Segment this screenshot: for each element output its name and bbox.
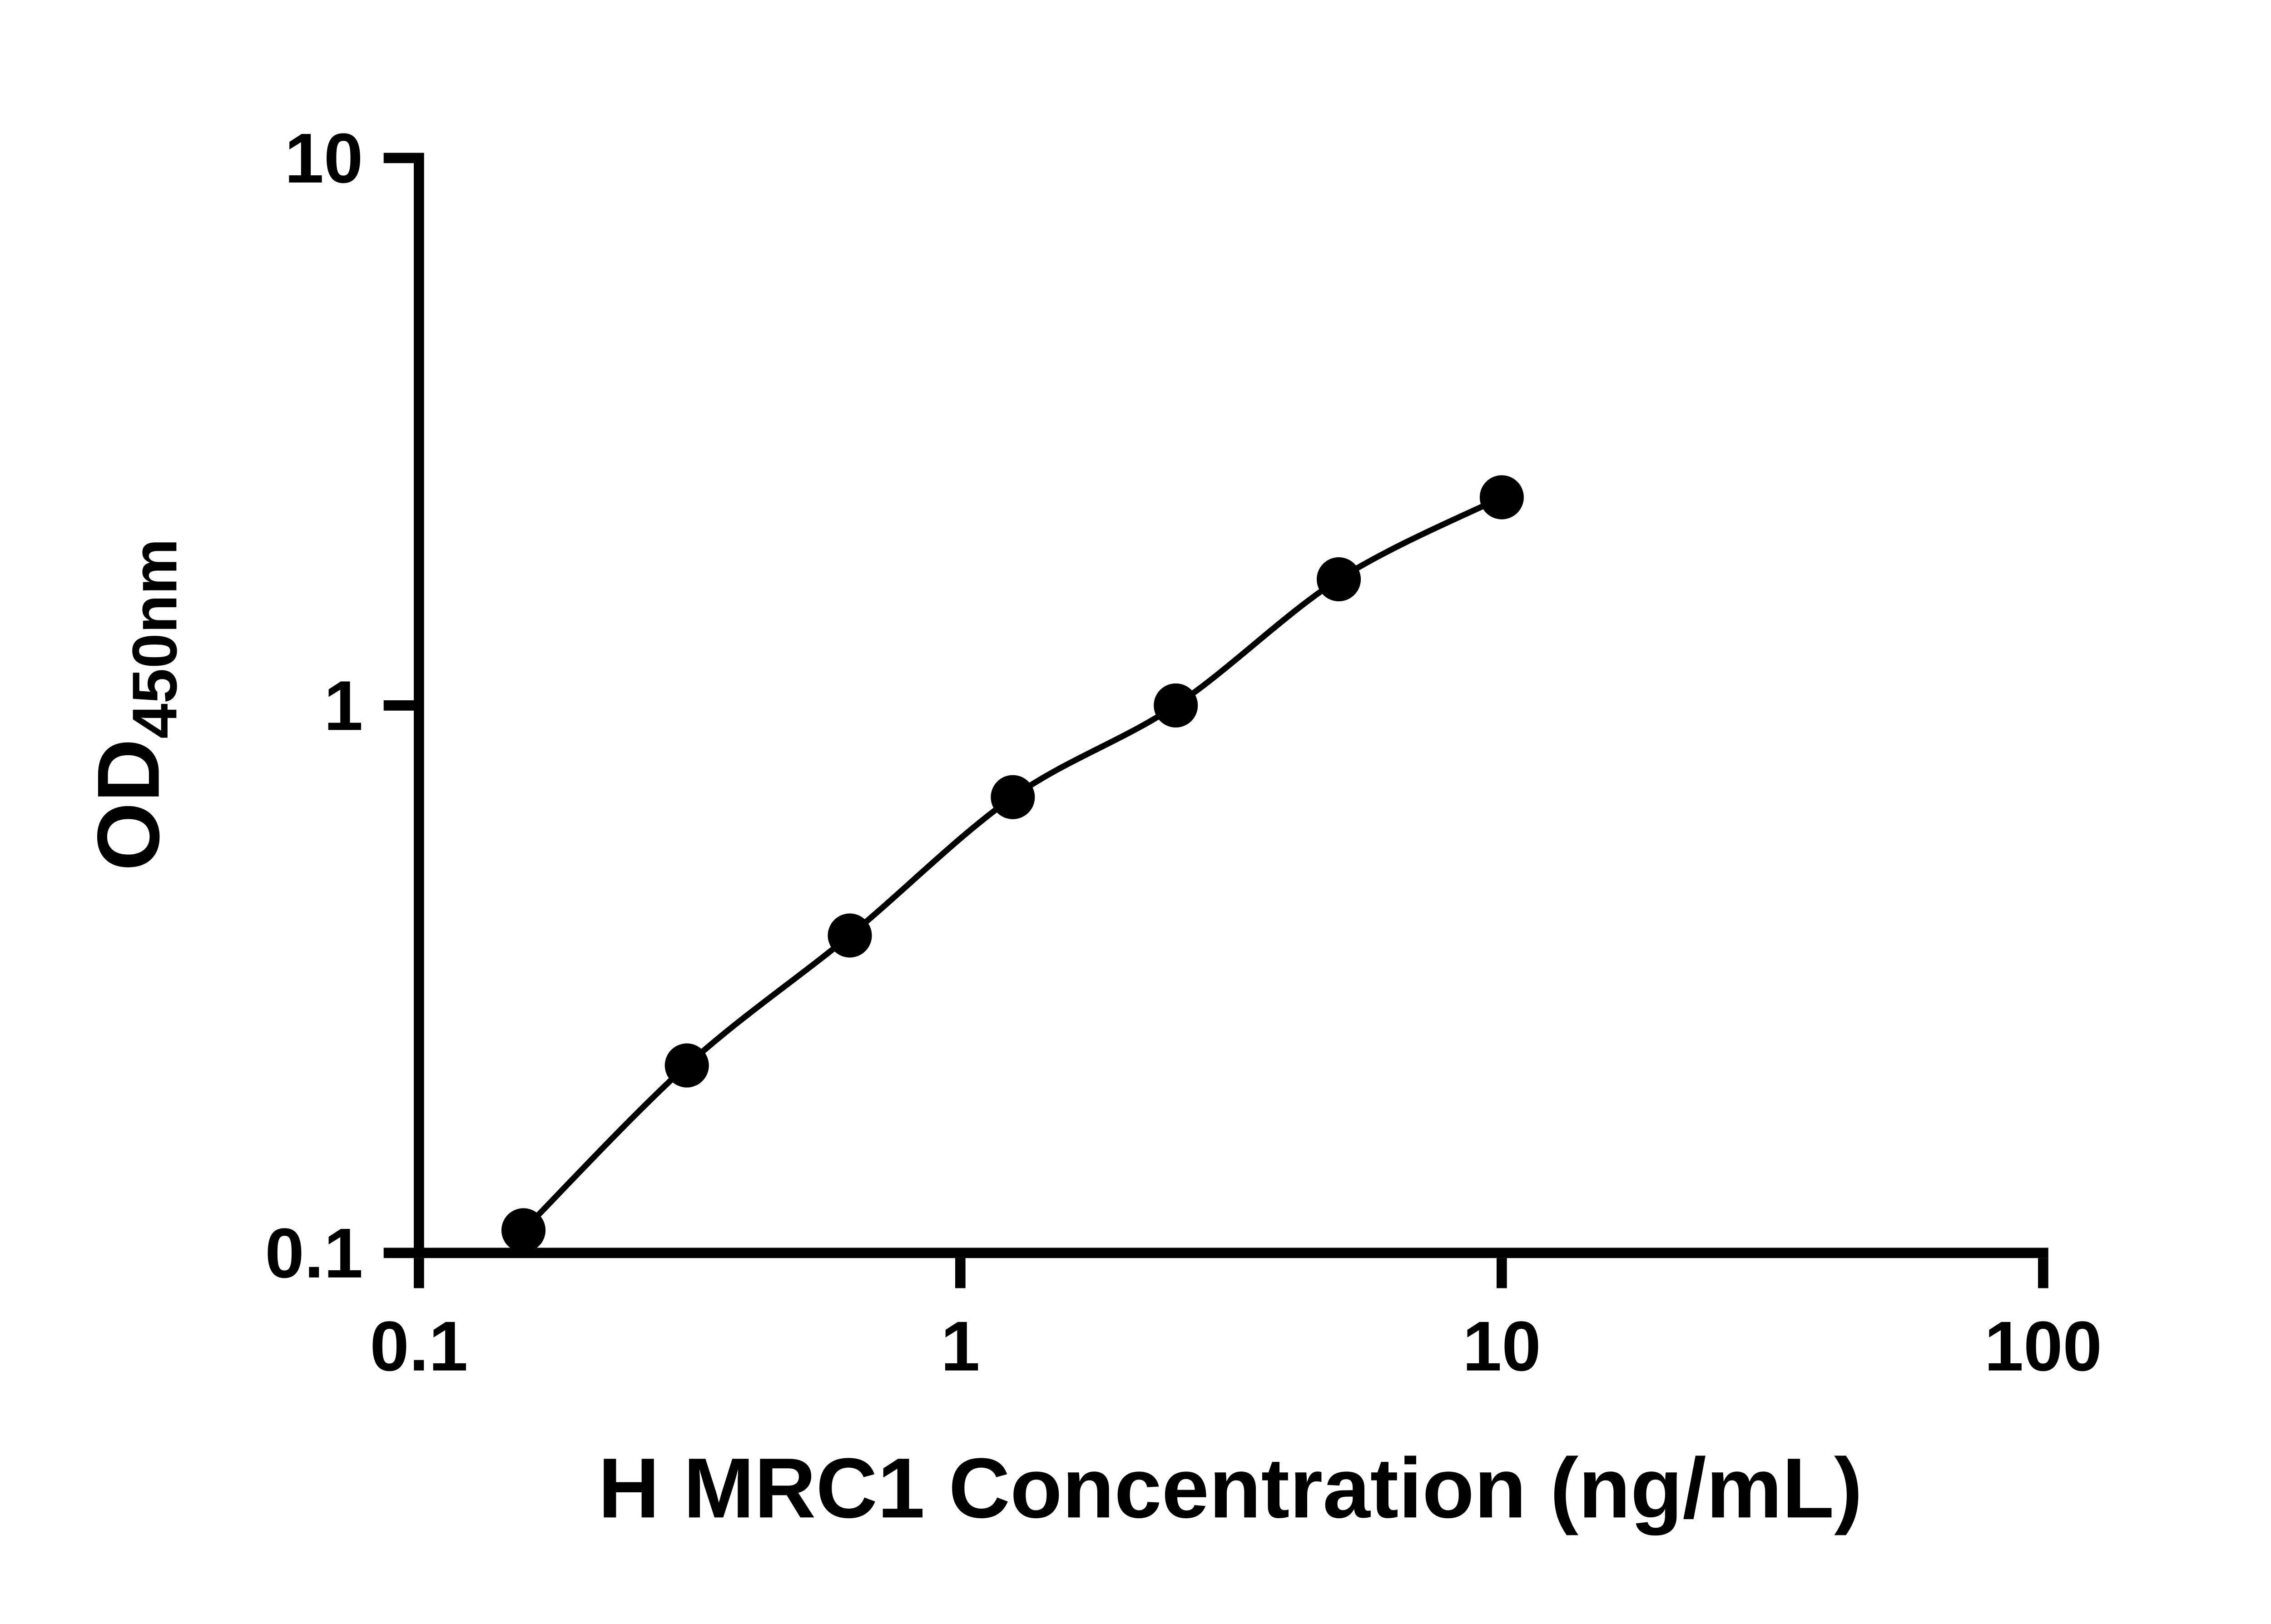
y-tick-label: 0.1: [265, 1213, 363, 1292]
x-tick-label: 100: [1984, 1307, 2102, 1386]
ticks-group: [383, 153, 2048, 1288]
axis-spine: [414, 153, 2048, 1258]
series-group: [501, 475, 1524, 1253]
fit-curve: [521, 495, 1503, 1233]
data-point: [991, 775, 1035, 819]
y-tick-label: 1: [324, 666, 363, 745]
data-point: [828, 913, 872, 958]
y-axis-title-main: OD: [79, 739, 178, 871]
data-point: [664, 1043, 709, 1088]
tick-labels-group: 0.1 1 10 0.1 1 10 100: [265, 119, 2102, 1386]
y-axis-title: OD450nm: [79, 539, 190, 871]
data-point: [1316, 557, 1361, 602]
x-tick-label: 10: [1463, 1307, 1541, 1386]
x-axis-title: H MRC1 Concentration (ng/mL): [598, 1440, 1863, 1535]
data-point: [1154, 683, 1198, 728]
x-tick-label: 1: [941, 1307, 980, 1386]
data-point: [501, 1208, 546, 1253]
axes-group: [414, 153, 2048, 1258]
y-tick-label: 10: [285, 119, 363, 198]
data-point: [1479, 475, 1524, 520]
y-axis-title-subscript: 450nm: [119, 539, 190, 739]
x-tick-label: 0.1: [370, 1307, 468, 1386]
